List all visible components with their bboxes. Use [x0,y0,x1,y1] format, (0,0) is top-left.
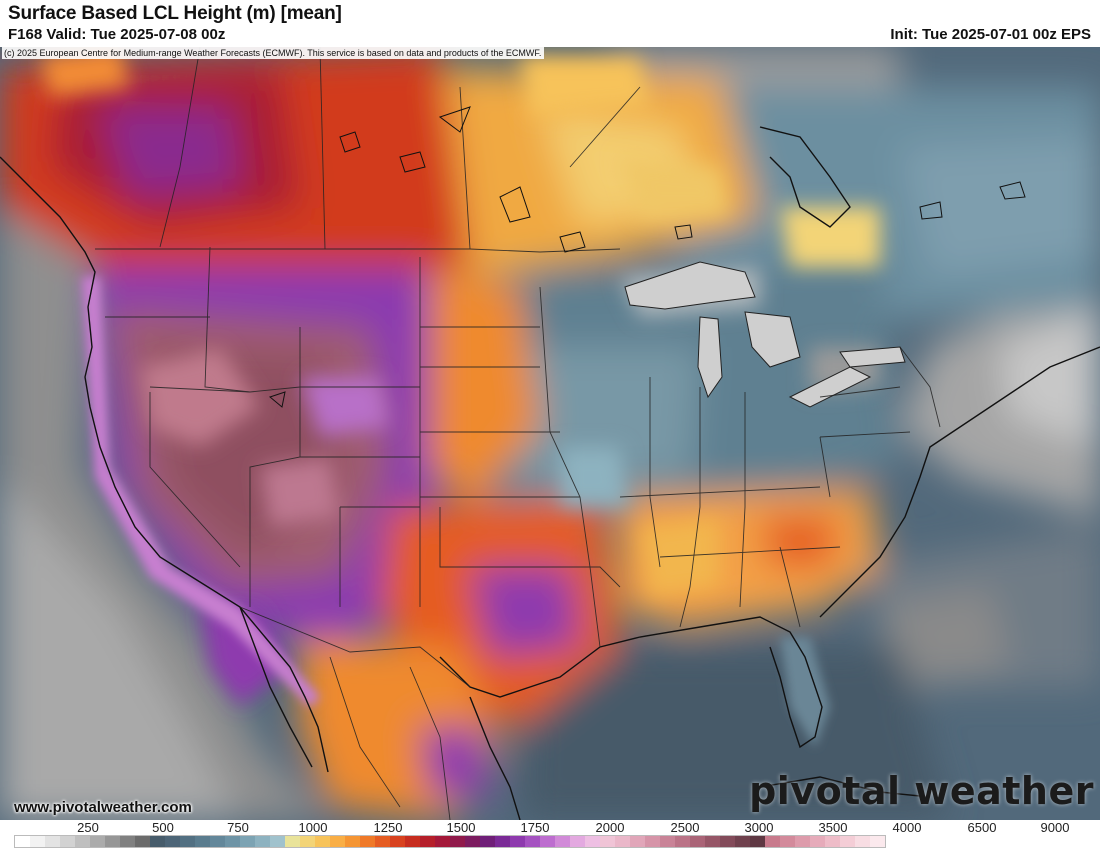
colorbar-swatch [720,836,735,847]
colorbar-swatch [270,836,285,847]
colorbar-swatch [375,836,390,847]
colorbar-swatch [615,836,630,847]
colorbar-label: 1000 [298,820,328,835]
colorbar-swatch [735,836,750,847]
colorbar-swatch [690,836,705,847]
colorbar-swatch [330,836,345,847]
colorbar-swatch [195,836,210,847]
colorbar-swatch [630,836,645,847]
colorbar-swatch [30,836,45,847]
colorbar-swatch [870,836,885,847]
colorbar-swatch [150,836,165,847]
colorbar-swatch [15,836,30,847]
colorbar-swatch [120,836,135,847]
colorbar-label: 2500 [670,820,700,835]
colorbar-swatch [135,836,150,847]
colorbar-swatch [525,836,540,847]
colorbar-swatch [435,836,450,847]
colorbar-swatch [390,836,405,847]
header: Surface Based LCL Height (m) [mean] F168… [0,0,1100,47]
colorbar-swatch [255,836,270,847]
colorbar-swatch [180,836,195,847]
colorbar-label: 3000 [744,820,774,835]
colorbar-label: 500 [152,820,174,835]
colorbar-swatch [480,836,495,847]
valid-time: F168 Valid: Tue 2025-07-08 00z [8,26,226,43]
colorbar-swatch [210,836,225,847]
colorbar-label: 1750 [520,820,550,835]
colorbar-swatch [105,836,120,847]
political-borders [95,47,941,820]
colorbar-swatch [75,836,90,847]
colorbar-swatch [420,836,435,847]
colorbar-swatch [645,836,660,847]
map-title: Surface Based LCL Height (m) [mean] [8,3,342,24]
colorbar-strip [14,835,886,848]
copyright-notice: (c) 2025 European Centre for Medium-rang… [2,47,545,59]
colorbar-label: 4000 [892,820,922,835]
colorbar-swatch [465,836,480,847]
colorbar-labels: 250 500 750 1000 1250 1500 1750 2000 250… [0,820,1100,835]
colorbar-swatch [660,836,675,847]
colorbar-label: 6500 [967,820,997,835]
website-link[interactable]: www.pivotalweather.com [14,799,192,816]
colorbar-swatch [495,836,510,847]
colorbar-swatch [810,836,825,847]
small-lakes [268,106,1026,408]
colorbar-label: 3500 [818,820,848,835]
brand-logo: pivotal weather [749,769,1094,813]
colorbar-swatch [360,836,375,847]
colorbar-swatch [345,836,360,847]
colorbar-swatch [855,836,870,847]
colorbar-swatch [285,836,300,847]
colorbar-swatch [750,836,765,847]
colorbar-label: 2000 [595,820,625,835]
coastlines [0,126,1100,820]
colorbar-swatch [165,836,180,847]
colorbar-swatch [300,836,315,847]
field-coast-strips [82,277,830,747]
colorbar-swatch [780,836,795,847]
colorbar-label: 750 [227,820,249,835]
forecast-map[interactable]: (c) 2025 European Centre for Medium-rang… [0,47,1100,820]
colorbar-swatch [600,836,615,847]
colorbar-swatch [585,836,600,847]
colorbar-swatch [450,836,465,847]
colorbar-swatch [570,836,585,847]
colorbar-swatch [795,836,810,847]
colorbar-swatch [555,836,570,847]
colorbar-swatch [825,836,840,847]
init-time: Init: Tue 2025-07-01 00z EPS [890,26,1091,43]
colorbar-swatch [225,836,240,847]
colorbar-swatch [90,836,105,847]
colorbar-swatch [510,836,525,847]
colorbar-label: 1250 [373,820,403,835]
colorbar-legend: 250 500 750 1000 1250 1500 1750 2000 250… [0,820,1100,850]
great-lakes [624,261,906,408]
colorbar-swatch [405,836,420,847]
colorbar-swatch [315,836,330,847]
colorbar-swatch [675,836,690,847]
colorbar-swatch [765,836,780,847]
colorbar-label: 1500 [446,820,476,835]
colorbar-swatch [45,836,60,847]
colorbar-swatch [840,836,855,847]
colorbar-swatch [240,836,255,847]
colorbar-label: 250 [77,820,99,835]
map-canvas [0,47,1100,820]
colorbar-label: 9000 [1040,820,1070,835]
colorbar-swatch [705,836,720,847]
colorbar-swatch [540,836,555,847]
colorbar-swatch [60,836,75,847]
